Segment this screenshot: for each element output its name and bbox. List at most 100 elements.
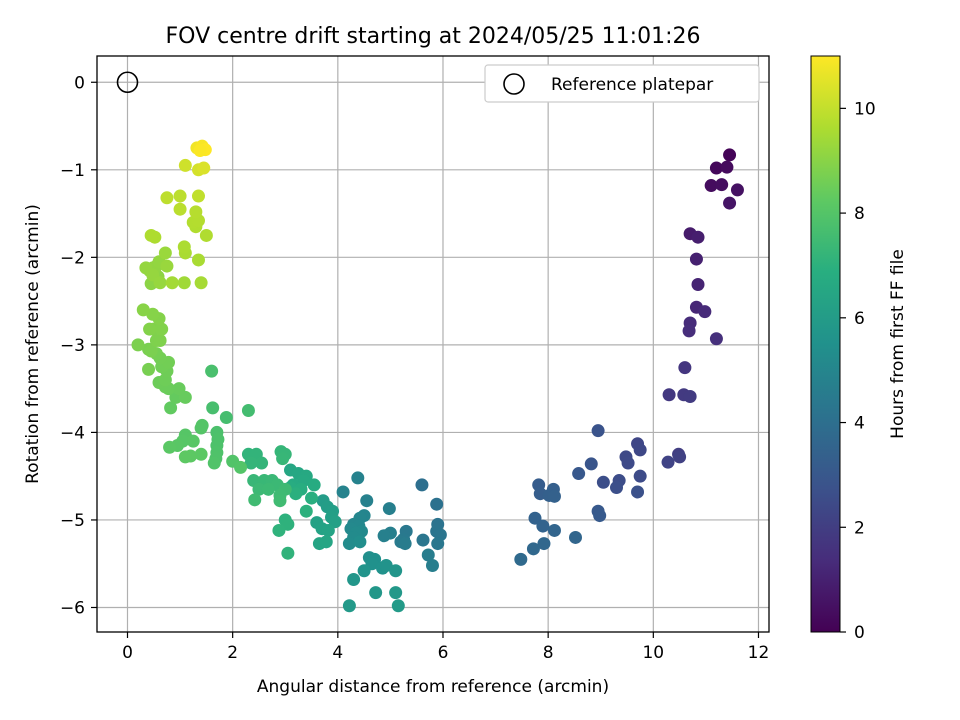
colorbar-tick-label: 8 (854, 204, 865, 224)
scatter-point (205, 364, 219, 378)
y-tick-label: −6 (60, 598, 85, 618)
scatter-point (299, 504, 313, 518)
scatter-point (431, 537, 445, 551)
scatter-point (709, 332, 723, 346)
y-axis-label: Rotation from reference (arcmin) (23, 204, 43, 484)
scatter-point (163, 440, 177, 454)
scatter-point (143, 322, 157, 336)
scatter-point (526, 542, 540, 556)
scatter-point (199, 228, 213, 242)
scatter-point (178, 450, 192, 464)
scatter-point (704, 179, 718, 193)
chart-title: FOV centre drift starting at 2024/05/25 … (166, 24, 701, 49)
x-axis-label: Angular distance from reference (arcmin) (257, 677, 609, 697)
scatter-point (398, 537, 412, 551)
legend-marker-reference (503, 73, 525, 95)
scatter-point (342, 599, 356, 613)
scatter-point (379, 558, 393, 572)
scatter-point (321, 523, 335, 537)
scatter-point (662, 388, 676, 402)
scatter-point (261, 482, 275, 496)
scatter-point (244, 456, 258, 470)
scatter-point (415, 478, 429, 492)
scatter-point (155, 322, 169, 336)
legend: Reference platepar (484, 64, 760, 103)
scatter-point (153, 276, 167, 290)
scatter-point (234, 460, 248, 474)
scatter-point (164, 401, 178, 415)
scatter-point (241, 404, 255, 418)
scatter-point (528, 511, 542, 525)
scatter-point (416, 533, 430, 547)
scatter-point (547, 489, 561, 503)
colorbar-ticks: 0 2 4 6 8 10 (840, 99, 876, 643)
scatter-point (730, 183, 744, 197)
scatter-point (633, 469, 647, 483)
scatter-point (194, 421, 208, 435)
x-tick-label: 0 (122, 643, 133, 663)
x-tick-label: 2 (227, 643, 238, 663)
scatter-point (421, 548, 435, 562)
y-tick-label: −1 (60, 161, 85, 181)
scatter-point (547, 523, 561, 537)
scatter-point (514, 552, 528, 566)
scatter-point (683, 390, 697, 404)
scatter-point (723, 148, 737, 162)
scatter-point (678, 361, 692, 375)
scatter-point (430, 497, 444, 511)
scatter-point (591, 424, 605, 438)
scatter-point (136, 303, 150, 317)
scatter-point (584, 457, 598, 471)
colorbar: 0 2 4 6 8 10 Hours from first FF file (810, 55, 908, 643)
scatter-point (273, 494, 287, 508)
scatter-point (720, 160, 734, 174)
scatter-point (178, 158, 192, 172)
scatter-point (389, 586, 403, 600)
y-tick-label: 0 (74, 73, 85, 93)
colorbar-tick-label: 10 (854, 99, 876, 119)
scatter-point (177, 240, 191, 254)
scatter-point (142, 362, 156, 376)
legend-box (484, 64, 760, 103)
scatter-point (219, 411, 233, 425)
scatter-point (673, 450, 687, 464)
scatter-point (255, 456, 269, 470)
y-tick-label: −5 (60, 511, 85, 531)
colorbar-label: Hours from first FF file (888, 249, 908, 439)
x-tick-label: 8 (543, 643, 554, 663)
scatter-point (610, 481, 624, 495)
scatter-point (691, 277, 705, 291)
scatter-point (377, 529, 391, 543)
scatter-point (186, 434, 200, 448)
scatter-point (709, 161, 723, 175)
scatter-point (160, 191, 174, 205)
scatter-point (160, 259, 174, 273)
scatter-point (197, 161, 211, 175)
scatter-point (357, 564, 371, 578)
scatter-point (661, 455, 675, 469)
colorbar-tick-label: 6 (854, 309, 865, 329)
legend-entry-reference-platepar: Reference platepar (551, 75, 713, 95)
y-tick-label: −4 (60, 423, 85, 443)
colorbar-tick-label: 4 (854, 414, 865, 434)
scatter-point (596, 475, 610, 489)
scatter-point (177, 276, 191, 290)
scatter-point (189, 205, 203, 219)
x-tick-label: 10 (642, 643, 664, 663)
y-tick-label: −2 (60, 248, 85, 268)
scatter-point (369, 586, 383, 600)
scatter-point (391, 599, 405, 613)
scatter-point (347, 572, 361, 586)
scatter-point (158, 246, 172, 260)
scatter-point (425, 558, 439, 572)
scatter-point (723, 196, 737, 210)
scatter-point (289, 487, 303, 501)
scatter-point (360, 494, 374, 508)
scatter-point (173, 202, 187, 216)
scatter-point (281, 546, 295, 560)
reference-platepar-marker (116, 71, 139, 94)
scatter-point (307, 478, 321, 492)
scatter-point (536, 519, 550, 533)
scatter-point (689, 252, 703, 266)
